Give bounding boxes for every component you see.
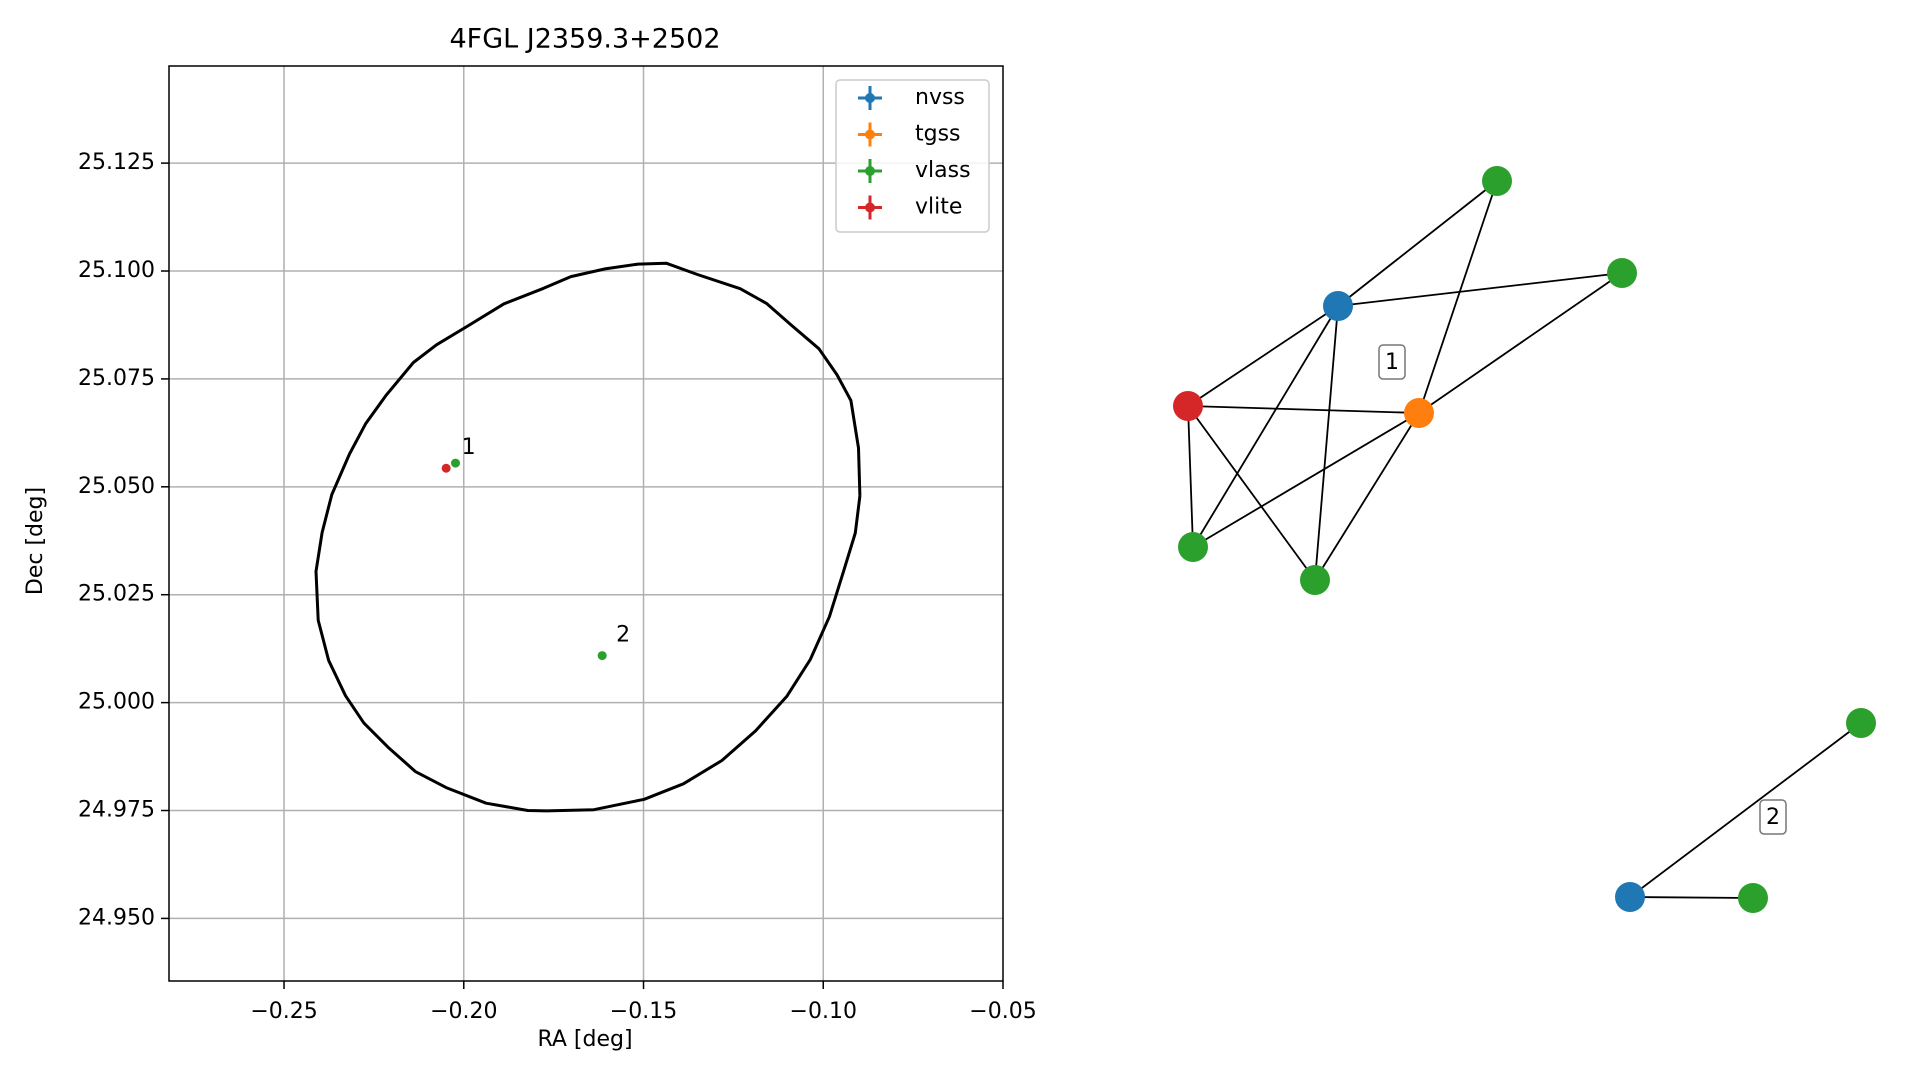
group-label-1: 1 xyxy=(1378,344,1406,380)
graph-edge xyxy=(1187,405,1420,414)
sky-plot: 4FGL J2359.3+2502 −0.25 −0.20 −0.15 −0.10 −0… xyxy=(23,24,1037,1053)
group-label-2: 2 xyxy=(1759,799,1787,835)
graph-edge xyxy=(1418,272,1623,414)
legend-marker-dot xyxy=(865,129,875,140)
x-axis: −0.25 −0.20 −0.15 −0.10 −0.05 RA [deg] xyxy=(250,981,1037,1052)
data-points xyxy=(441,458,607,661)
legend-label: tgss xyxy=(915,122,961,147)
y-axis-label: Dec [deg] xyxy=(23,487,48,595)
legend-item-vlite: vlite xyxy=(858,195,962,220)
vlass-point xyxy=(597,651,607,661)
graph-node xyxy=(1173,391,1203,421)
graph-edge-labels: 12 xyxy=(1378,344,1787,835)
y-tick-label: 25.000 xyxy=(78,690,155,715)
graph-node xyxy=(1404,398,1434,428)
graph-edge xyxy=(1187,305,1339,407)
x-axis-label: RA [deg] xyxy=(537,1027,632,1052)
graph-edge xyxy=(1337,272,1623,307)
graph-node xyxy=(1178,532,1208,562)
legend-label: vlite xyxy=(915,195,962,220)
x-tick-label: −0.10 xyxy=(790,999,857,1024)
graph-nodes xyxy=(1173,166,1876,913)
chart-title: 4FGL J2359.3+2502 xyxy=(449,24,720,55)
legend-item-vlass: vlass xyxy=(858,158,971,183)
x-tick-label: −0.05 xyxy=(969,999,1036,1024)
y-tick-label: 25.025 xyxy=(78,582,155,607)
group-label-box xyxy=(1378,344,1406,380)
y-tick-label: 24.975 xyxy=(78,798,155,823)
graph-edge xyxy=(1314,305,1339,581)
graph-node xyxy=(1607,258,1637,288)
legend-box xyxy=(835,79,990,233)
graph-edge xyxy=(1337,180,1498,307)
group-label-text: 1 xyxy=(1385,350,1399,375)
legend-marker-dot xyxy=(865,93,875,103)
x-tick-label: −0.25 xyxy=(250,999,317,1024)
legend-label: vlass xyxy=(915,158,971,183)
graph-node xyxy=(1323,291,1353,321)
y-tick-label: 25.125 xyxy=(78,150,155,175)
graph-edge xyxy=(1187,405,1194,548)
grid xyxy=(169,66,1003,981)
x-ticks: −0.25 −0.20 −0.15 −0.10 −0.05 xyxy=(250,981,1037,1024)
graph-edge xyxy=(1629,896,1754,899)
point-annotation: 2 xyxy=(616,623,630,648)
y-tick-label: 25.050 xyxy=(78,474,155,499)
graph-node xyxy=(1300,565,1330,595)
graph-edge xyxy=(1629,722,1862,898)
legend: nvss tgss vlass vlite xyxy=(835,79,990,233)
graph-edges xyxy=(1187,180,1862,899)
x-tick-label: −0.20 xyxy=(430,999,497,1024)
plot-frame xyxy=(168,65,1004,982)
y-tick-label: 24.950 xyxy=(78,905,155,930)
y-ticks: 24.950 24.975 25.000 25.025 25.050 25.075 25.1… xyxy=(78,150,169,930)
graph-edge xyxy=(1418,180,1498,414)
graph-node xyxy=(1738,883,1768,913)
graph-node xyxy=(1482,166,1512,196)
legend-label: nvss xyxy=(915,85,965,110)
legend-marker-dot xyxy=(865,202,875,213)
group-label-box xyxy=(1759,799,1787,835)
graph-node xyxy=(1846,708,1876,738)
y-tick-label: 25.100 xyxy=(78,258,155,283)
legend-marker-dot xyxy=(865,166,875,176)
y-axis: 24.950 24.975 25.000 25.025 25.050 25.075 25.1… xyxy=(23,150,169,930)
point-annotations: 12 xyxy=(462,435,631,648)
x-tick-label: −0.15 xyxy=(610,999,677,1024)
point-annotation: 1 xyxy=(462,435,476,460)
localization-ellipse xyxy=(314,261,862,813)
legend-item-nvss: nvss xyxy=(858,85,965,110)
y-tick-label: 25.075 xyxy=(78,366,155,391)
group-label-text: 2 xyxy=(1766,805,1780,830)
graph-edge xyxy=(1192,305,1339,548)
graph-node xyxy=(1615,882,1645,912)
graph-edge xyxy=(1314,412,1420,581)
graph-edge xyxy=(1187,405,1316,581)
graph-edge xyxy=(1192,412,1420,548)
association-graph: 12 xyxy=(1173,166,1876,913)
vlite-point xyxy=(441,463,451,473)
vlass-point xyxy=(451,458,461,468)
legend-item-tgss: tgss xyxy=(858,122,961,147)
